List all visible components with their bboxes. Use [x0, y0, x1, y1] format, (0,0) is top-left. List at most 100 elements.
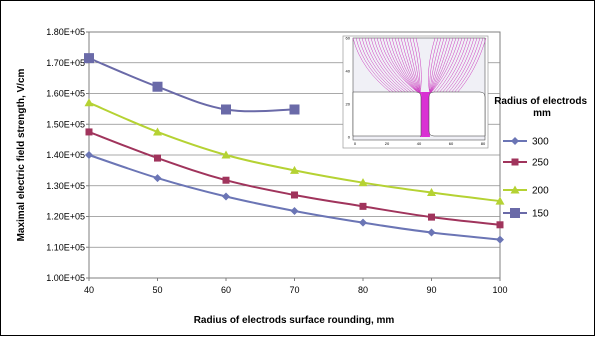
- inset-field-plot: 0 20 40 60 0 20 40 60 80: [342, 36, 489, 149]
- data-point-250: [154, 154, 161, 162]
- legend-title-line2: mm: [533, 108, 551, 119]
- field-line: [440, 37, 472, 95]
- legend-marker: [510, 185, 520, 194]
- field-line: [406, 37, 421, 95]
- field-line: [400, 37, 421, 95]
- x-axis-title: Radius of electrods surface rounding, mm: [194, 315, 395, 326]
- data-point-250: [496, 221, 504, 229]
- inset-y-tick-label: 0: [348, 135, 351, 140]
- field-line: [394, 37, 421, 95]
- field-line: [358, 37, 400, 95]
- data-point-250: [222, 176, 230, 184]
- y-axis-title: Maximal electric field strength, V/cm: [16, 68, 27, 241]
- data-point-150: [152, 81, 163, 92]
- legend-label: 150: [532, 209, 549, 220]
- field-line: [429, 37, 457, 95]
- y-tick-label: 1.30E+05: [46, 181, 85, 191]
- field-line: [429, 37, 439, 95]
- y-tick-label: 1.70E+05: [46, 58, 85, 68]
- inset-y-tick-label: 60: [346, 36, 351, 41]
- data-point-150: [289, 104, 300, 115]
- field-line: [370, 37, 412, 95]
- field-line: [446, 37, 478, 95]
- field-line: [376, 37, 418, 95]
- data-point-250: [359, 202, 367, 210]
- data-point-200: [290, 165, 299, 174]
- field-line: [429, 37, 448, 95]
- field-line: [388, 37, 421, 95]
- inset-x-tick-label: 20: [385, 141, 390, 146]
- series-150: [84, 53, 300, 115]
- legend-item-200: 200: [503, 185, 549, 197]
- series-line-150: [88, 57, 295, 113]
- data-point-200: [153, 127, 162, 136]
- field-line: [443, 37, 475, 95]
- data-point-300: [427, 228, 436, 237]
- data-point-300: [222, 192, 230, 201]
- y-tick-label: 1.60E+05: [46, 89, 85, 99]
- data-point-250: [291, 191, 298, 199]
- y-axis-ticks: 1.00E+05 1.10E+05 1.20E+05 1.30E+05 1.40E+05…: [46, 27, 89, 283]
- data-point-150: [84, 53, 94, 64]
- y-tick-label: 1.40E+05: [46, 150, 85, 160]
- data-point-200: [221, 150, 231, 159]
- field-line: [434, 37, 466, 95]
- field-line: [391, 37, 421, 95]
- data-point-300: [496, 235, 504, 244]
- field-line: [379, 37, 421, 95]
- legend-label: 300: [532, 137, 549, 148]
- field-line: [364, 37, 406, 95]
- x-tick-label: 70: [289, 285, 299, 295]
- x-tick-label: 90: [426, 285, 436, 295]
- y-tick-label: 1.80E+05: [46, 27, 85, 37]
- x-tick-label: 40: [84, 285, 94, 295]
- inset-x-tick-label: 80: [481, 141, 486, 146]
- field-line: [429, 37, 442, 95]
- field-gap: [420, 92, 430, 137]
- field-line: [397, 37, 421, 95]
- legend-item-250: 250: [503, 158, 549, 169]
- legend-title: Radius of electrods mm: [494, 96, 590, 119]
- data-point-300: [153, 174, 162, 183]
- legend-marker: [511, 158, 519, 166]
- x-tick-label: 100: [492, 285, 507, 295]
- y-tick-label: 1.00E+05: [46, 273, 85, 283]
- data-point-250: [85, 128, 93, 136]
- legend-label: 250: [532, 158, 549, 169]
- inset-y-tick-label: 40: [346, 69, 351, 74]
- legend-item-300: 300: [503, 137, 549, 148]
- field-line: [367, 37, 409, 95]
- data-point-300: [290, 206, 299, 215]
- field-line: [409, 37, 421, 95]
- field-line: [429, 37, 451, 95]
- inset-y-tick-label: 20: [346, 102, 351, 107]
- field-line: [431, 37, 463, 95]
- legend-label: 200: [532, 186, 549, 197]
- data-point-200: [427, 188, 436, 197]
- x-tick-label: 50: [152, 285, 162, 295]
- inset-x-tick-label: 60: [449, 141, 454, 146]
- data-point-300: [85, 151, 93, 159]
- data-point-300: [359, 218, 367, 227]
- y-tick-label: 1.20E+05: [46, 212, 85, 222]
- data-point-200: [358, 178, 368, 187]
- legend-marker: [510, 208, 520, 218]
- field-line: [403, 37, 421, 95]
- field-line: [437, 37, 469, 95]
- data-point-200: [84, 98, 94, 107]
- series-300: [85, 151, 504, 244]
- series-layer: [84, 53, 505, 244]
- inset-x-tick-label: 40: [417, 141, 422, 146]
- y-tick-label: 1.10E+05: [46, 242, 85, 252]
- legend-title-line1: Radius of electrods: [494, 96, 587, 107]
- legend-item-150: 150: [503, 208, 549, 220]
- field-line: [429, 37, 445, 95]
- field-line: [449, 37, 481, 95]
- data-point-200: [495, 196, 505, 205]
- y-tick-label: 1.50E+05: [46, 119, 85, 129]
- field-line: [385, 37, 421, 95]
- inset-x-tick-label: 0: [354, 141, 357, 146]
- x-axis-ticks: 40 50 60 70 80 90 100: [84, 278, 508, 295]
